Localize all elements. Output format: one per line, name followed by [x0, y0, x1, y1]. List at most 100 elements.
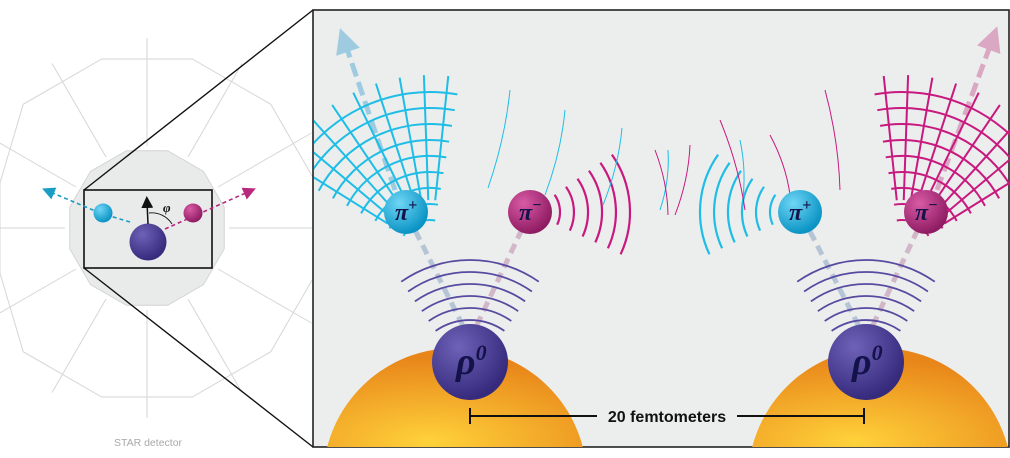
pi-plus-right-superscript: + [802, 197, 811, 214]
pion-wave-mesh-ray [902, 75, 910, 201]
rho-left-symbol: ρ [455, 341, 476, 383]
rho-right-label: ρ0 [851, 340, 883, 383]
pion-wave-mesh-ray [422, 75, 430, 201]
pion-wave-mesh-ray [352, 92, 409, 206]
phi-angle-arc [148, 212, 173, 225]
pi-minus-direction-arrow [934, 26, 1001, 191]
pion-wave-mesh-ray [314, 151, 393, 219]
detector-spoke [0, 268, 77, 314]
rho-left-label: ρ0 [455, 340, 487, 383]
pi-plus-direction-arrow [336, 28, 398, 191]
wave-strand [487, 89, 511, 189]
pi-plus-wave-arc [740, 178, 754, 237]
pi-minus-left-symbol: π [519, 200, 533, 226]
pi-plus-wave-arc [726, 170, 742, 243]
detector-spoke [217, 132, 312, 188]
rho-wave-arc [831, 319, 901, 332]
rho-wave-arc [407, 271, 533, 293]
pion-wave-mesh-ray [398, 77, 423, 201]
rho-wave-arc [428, 307, 512, 322]
wave-strand [824, 89, 841, 191]
rho-wave-arc [796, 259, 936, 283]
rho-wave-arc [435, 319, 505, 332]
pi-minus-wave-arc [565, 186, 576, 232]
pi-plus-right-symbol: π [789, 200, 803, 226]
pion-wave-mesh-ray [939, 158, 1010, 219]
pion-wave-mesh-ray [374, 83, 416, 203]
pion-wave-mesh-ray [909, 77, 934, 201]
rho-wave-arc [414, 283, 526, 303]
pi-minus-left-superscript: − [532, 197, 542, 214]
nucleus-left [327, 348, 583, 447]
pi-minus-right-symbol: π [915, 200, 929, 226]
pi-minus-right-label: π− [915, 197, 938, 226]
detector-label: STAR detector [114, 437, 183, 449]
pion-wave-mesh-ray [943, 181, 1010, 225]
pion-wave-mesh-ray [929, 104, 1001, 210]
scale-bar: 20 femtometers [469, 408, 865, 426]
detector-spoke [187, 298, 243, 393]
rho-right-sphere [828, 324, 904, 400]
phi-label: φ [163, 200, 171, 215]
pi-minus-right-superscript: − [928, 197, 938, 214]
pi-minus-wave-arc [599, 162, 618, 249]
pion-wave-mesh-ray [934, 128, 1010, 214]
rho-left: ρ0 [432, 324, 508, 400]
wave-strand [602, 127, 623, 206]
pi-plus-track-inner [99, 212, 131, 223]
wave-strand [654, 149, 669, 216]
pi-minus-right: π− [904, 190, 948, 234]
zoom-line-bottom [83, 267, 314, 448]
detector-spoke [51, 298, 107, 393]
rho-small [129, 223, 167, 261]
scale-bar-label: 20 femtometers [608, 409, 726, 426]
pion-wave-mesh-ray [314, 119, 398, 214]
pi-minus-wave-arc [553, 194, 562, 226]
nucleus-right [752, 348, 1008, 447]
rho-wave-arc [400, 259, 540, 283]
pi-minus-left: π− [508, 190, 552, 234]
detector-outer-ring [0, 58, 317, 398]
zoom-line-top [83, 9, 314, 191]
pi-plus-left: π+ [384, 190, 428, 234]
pi-plus-right: π+ [778, 190, 822, 234]
pi-minus-track [164, 187, 256, 230]
decay-track [797, 210, 869, 342]
rho-wave-arc [810, 283, 922, 303]
rho-wave-arc [421, 295, 519, 312]
detector-spoke [0, 142, 77, 188]
pion-wave-mesh-ray [331, 104, 403, 210]
pi-plus-wave-arc [768, 194, 777, 226]
wave-strand [769, 134, 791, 196]
pi-plus-track [42, 187, 101, 214]
pi-minus-wave-arc [588, 170, 604, 243]
wave-strand [659, 149, 669, 211]
pi-plus-left-sphere [384, 190, 428, 234]
rho-left-superscript: 0 [476, 340, 487, 365]
wave-strand [674, 144, 691, 216]
pi-plus-wave-arc [712, 162, 731, 249]
detector-spoke [187, 63, 243, 158]
pion-wave-mesh-ray [916, 83, 958, 203]
rho-left-sphere [432, 324, 508, 400]
pi-plus-left-symbol: π [395, 200, 409, 226]
pi-minus-wave-arc [610, 153, 632, 255]
pi-plus-left-superscript: + [408, 197, 417, 214]
pi-minus-small [183, 203, 203, 223]
wave-strand [719, 119, 746, 211]
wave-strand [544, 109, 566, 196]
pi-minus-left-label: π− [519, 197, 542, 226]
zoom-region-box [83, 189, 213, 269]
rho-right-symbol: ρ [851, 341, 872, 383]
rho-right: ρ0 [828, 324, 904, 400]
pi-plus-small [93, 203, 113, 223]
pion-wave-mesh-ray [923, 92, 980, 206]
pi-plus-right-label: π+ [789, 197, 811, 226]
rho-wave-arc [817, 295, 915, 312]
detector-spoke [217, 268, 312, 324]
pi-plus-right-sphere [778, 190, 822, 234]
rho-wave-arc [824, 307, 908, 322]
rho-wave-arc [803, 271, 929, 293]
